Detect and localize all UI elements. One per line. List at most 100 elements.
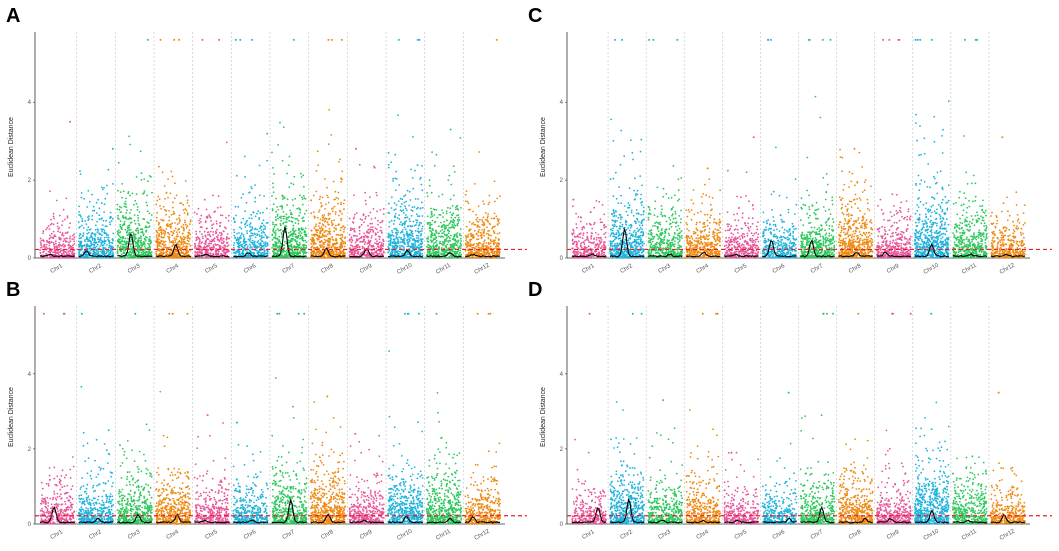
data-point	[40, 239, 43, 242]
data-point	[382, 239, 385, 242]
data-point	[100, 257, 103, 259]
data-point	[494, 245, 497, 248]
data-point	[158, 165, 160, 168]
data-point	[127, 192, 130, 195]
data-point	[447, 206, 449, 209]
data-point	[233, 242, 236, 244]
data-point	[81, 224, 83, 227]
data-point	[174, 241, 177, 244]
data-point	[107, 253, 110, 256]
data-point	[397, 200, 400, 203]
data-point	[278, 229, 280, 232]
data-point	[291, 256, 293, 259]
data-point	[88, 228, 91, 231]
data-point	[382, 207, 385, 210]
data-point	[132, 252, 135, 254]
data-point	[90, 243, 93, 246]
data-point	[456, 234, 458, 237]
data-point	[137, 254, 140, 256]
data-point	[434, 234, 436, 237]
data-point	[259, 212, 262, 215]
data-point	[164, 230, 166, 232]
data-point	[223, 240, 225, 243]
data-point	[116, 248, 119, 251]
data-point	[149, 219, 152, 222]
data-point	[195, 247, 198, 250]
data-point	[88, 250, 90, 253]
data-point	[477, 205, 480, 208]
data-point	[325, 203, 327, 206]
data-point	[129, 228, 132, 231]
data-point	[380, 242, 383, 244]
data-point	[303, 212, 306, 215]
data-point	[326, 221, 329, 224]
data-point	[136, 242, 139, 245]
data-point	[296, 253, 299, 256]
data-point	[246, 247, 249, 249]
data-point	[73, 233, 75, 236]
data-point	[225, 141, 228, 144]
data-point	[303, 197, 306, 200]
data-point	[254, 196, 257, 199]
data-point	[286, 204, 288, 206]
data-point	[456, 241, 459, 244]
data-point	[265, 245, 267, 248]
data-point	[129, 254, 132, 257]
data-point	[313, 215, 316, 218]
data-point	[453, 222, 455, 224]
data-point	[284, 221, 287, 224]
data-point	[335, 246, 338, 249]
data-point	[173, 243, 175, 246]
data-point	[287, 239, 290, 242]
data-point	[272, 245, 275, 248]
data-point	[203, 230, 206, 233]
data-point	[382, 213, 385, 216]
data-point	[215, 253, 218, 256]
data-point	[296, 207, 299, 210]
data-point	[390, 250, 393, 253]
data-point	[406, 216, 409, 219]
data-point	[264, 227, 266, 230]
data-point	[137, 232, 140, 235]
data-point	[128, 226, 131, 229]
data-point	[106, 192, 109, 195]
data-point	[312, 242, 315, 245]
data-point	[105, 252, 108, 255]
data-point	[408, 204, 411, 207]
data-point	[265, 237, 268, 240]
data-point	[302, 247, 305, 250]
data-point	[258, 250, 260, 252]
data-point	[252, 211, 255, 214]
data-point	[279, 256, 281, 259]
data-point	[198, 219, 200, 222]
data-point	[298, 241, 301, 244]
data-point	[56, 222, 59, 225]
data-point	[219, 214, 222, 217]
data-point	[147, 226, 150, 229]
data-point	[391, 253, 394, 256]
x-tick-label: Chr6	[243, 263, 258, 275]
data-point	[340, 226, 343, 229]
data-point	[86, 236, 88, 238]
data-point	[107, 234, 110, 237]
data-point	[258, 234, 260, 236]
data-point	[193, 211, 196, 214]
data-point	[48, 241, 50, 244]
data-point	[178, 227, 180, 230]
data-point	[299, 230, 302, 233]
data-point	[420, 222, 422, 225]
data-point	[405, 254, 407, 257]
data-point	[205, 208, 208, 211]
data-point	[165, 213, 167, 216]
data-point	[316, 216, 319, 219]
data-point	[43, 243, 46, 246]
data-point	[325, 257, 328, 259]
data-point	[442, 253, 445, 256]
data-point	[453, 224, 456, 226]
data-point	[227, 219, 230, 222]
data-point	[117, 217, 119, 220]
data-point	[453, 194, 455, 197]
data-point	[185, 247, 188, 249]
data-point	[200, 226, 203, 229]
